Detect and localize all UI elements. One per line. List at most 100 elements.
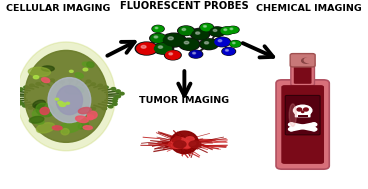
Ellipse shape (48, 78, 91, 123)
Circle shape (201, 40, 217, 49)
FancyBboxPatch shape (294, 64, 312, 84)
Ellipse shape (65, 87, 84, 94)
Circle shape (189, 50, 203, 58)
Circle shape (83, 68, 88, 71)
Circle shape (86, 80, 91, 83)
Circle shape (172, 139, 179, 142)
Circle shape (200, 23, 213, 31)
Ellipse shape (289, 104, 296, 126)
Circle shape (113, 98, 118, 100)
Ellipse shape (297, 108, 302, 111)
Circle shape (173, 139, 183, 145)
Circle shape (179, 27, 193, 35)
Circle shape (214, 37, 230, 47)
Circle shape (158, 46, 163, 48)
Circle shape (230, 41, 240, 47)
Circle shape (151, 34, 165, 42)
Circle shape (137, 43, 156, 54)
FancyBboxPatch shape (301, 115, 304, 117)
Ellipse shape (59, 121, 81, 133)
Circle shape (180, 39, 198, 50)
Ellipse shape (28, 67, 50, 77)
Circle shape (141, 45, 146, 48)
Circle shape (210, 28, 224, 36)
Circle shape (33, 76, 39, 79)
Ellipse shape (87, 115, 93, 120)
FancyBboxPatch shape (290, 54, 315, 67)
Circle shape (171, 141, 184, 148)
Ellipse shape (42, 78, 50, 83)
Circle shape (169, 141, 181, 148)
Circle shape (116, 90, 120, 92)
Circle shape (109, 105, 113, 108)
Ellipse shape (36, 123, 55, 133)
Ellipse shape (41, 66, 54, 71)
Circle shape (59, 111, 64, 113)
Circle shape (18, 88, 23, 91)
Circle shape (152, 25, 164, 32)
Circle shape (50, 79, 54, 82)
FancyBboxPatch shape (291, 62, 315, 86)
Circle shape (84, 109, 89, 111)
Circle shape (182, 143, 191, 149)
Circle shape (68, 110, 72, 112)
Circle shape (196, 32, 200, 34)
Circle shape (190, 51, 202, 57)
Circle shape (191, 29, 210, 40)
FancyBboxPatch shape (285, 95, 320, 135)
Circle shape (215, 38, 229, 46)
Circle shape (312, 128, 317, 131)
Circle shape (24, 86, 28, 89)
Circle shape (11, 98, 15, 100)
Circle shape (98, 84, 103, 87)
FancyBboxPatch shape (298, 115, 301, 117)
Circle shape (228, 27, 238, 33)
Circle shape (192, 52, 195, 54)
Ellipse shape (61, 129, 69, 135)
Ellipse shape (17, 42, 116, 151)
Circle shape (12, 93, 17, 95)
Circle shape (168, 37, 173, 40)
Circle shape (302, 58, 310, 63)
Ellipse shape (304, 108, 308, 111)
Text: TUMOR IMAGING: TUMOR IMAGING (139, 96, 229, 105)
FancyBboxPatch shape (276, 80, 329, 169)
Circle shape (166, 51, 180, 59)
Circle shape (227, 26, 239, 33)
Circle shape (213, 29, 217, 31)
Circle shape (16, 100, 21, 102)
Ellipse shape (301, 111, 304, 112)
Circle shape (36, 83, 40, 85)
Ellipse shape (33, 100, 45, 108)
Circle shape (184, 41, 189, 44)
Ellipse shape (83, 126, 92, 129)
Circle shape (209, 27, 226, 36)
Circle shape (58, 101, 63, 104)
Circle shape (13, 90, 18, 93)
Ellipse shape (78, 108, 91, 114)
Circle shape (155, 44, 171, 53)
Circle shape (55, 98, 59, 100)
Circle shape (113, 100, 117, 103)
Circle shape (289, 128, 294, 131)
Circle shape (178, 26, 194, 36)
Ellipse shape (36, 103, 54, 117)
Circle shape (293, 105, 312, 116)
Circle shape (29, 84, 34, 87)
Circle shape (135, 42, 158, 55)
Text: CHEMICAL IMAGING: CHEMICAL IMAGING (256, 4, 362, 12)
FancyBboxPatch shape (295, 112, 311, 117)
Circle shape (230, 28, 233, 30)
FancyBboxPatch shape (304, 115, 308, 117)
Circle shape (162, 33, 186, 47)
Circle shape (192, 30, 208, 39)
Circle shape (226, 50, 229, 51)
Circle shape (182, 28, 185, 30)
Circle shape (33, 109, 38, 111)
FancyBboxPatch shape (281, 85, 324, 164)
Circle shape (189, 141, 196, 145)
Circle shape (150, 33, 166, 43)
Circle shape (182, 142, 188, 146)
Circle shape (28, 106, 33, 109)
Ellipse shape (29, 116, 44, 123)
